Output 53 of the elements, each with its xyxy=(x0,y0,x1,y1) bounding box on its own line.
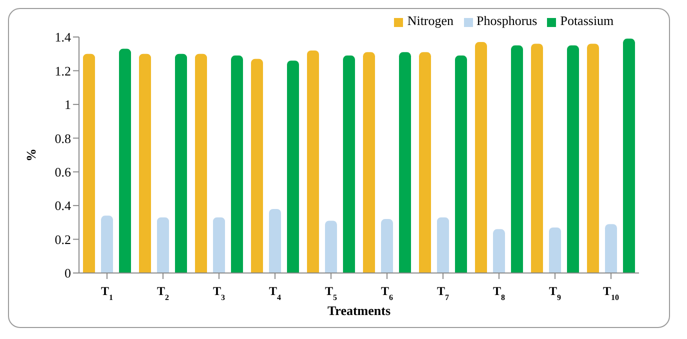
y-tick-label: 0.6 xyxy=(54,164,72,180)
y-axis-title: % xyxy=(24,148,39,162)
bar xyxy=(139,54,151,273)
y-tick-label: 0 xyxy=(64,266,71,281)
x-tick-label: T$_{6}$ xyxy=(380,284,394,302)
y-tick-label: 1.4 xyxy=(54,30,72,45)
bar xyxy=(157,217,169,273)
bar xyxy=(511,45,523,273)
bar xyxy=(567,45,579,273)
bar xyxy=(231,56,243,273)
bar xyxy=(195,54,207,273)
bar xyxy=(251,58,263,273)
y-tick-label: 1.2 xyxy=(54,63,71,78)
bar xyxy=(531,44,543,273)
legend-label: Phosphorus xyxy=(476,13,538,28)
x-tick-label: T$_{5}$ xyxy=(324,284,338,302)
bar xyxy=(101,216,113,273)
bar xyxy=(475,42,487,273)
bar xyxy=(287,60,299,273)
y-tick-label: 0.8 xyxy=(54,130,71,146)
bar xyxy=(455,56,467,273)
y-tick-label: 0.4 xyxy=(54,198,72,214)
bar xyxy=(119,48,131,273)
x-axis-title: Treatments xyxy=(327,303,391,318)
bar xyxy=(437,217,449,273)
bar xyxy=(587,44,599,273)
bar xyxy=(175,54,187,273)
bar xyxy=(623,38,635,273)
bar xyxy=(605,224,617,273)
y-tick-label: 0.2 xyxy=(54,232,71,247)
x-tick-label: T$_{10}$ xyxy=(602,284,620,302)
bar xyxy=(399,52,411,273)
bar xyxy=(381,219,393,273)
x-tick-label: T$_{8}$ xyxy=(492,284,506,302)
bar xyxy=(269,208,281,273)
bar xyxy=(493,229,505,273)
x-tick-label: T$_{7}$ xyxy=(436,284,450,302)
bar xyxy=(549,227,561,273)
y-tick-label: 1 xyxy=(64,97,71,112)
bar xyxy=(325,220,337,273)
x-tick-label: T$_{2}$ xyxy=(156,284,170,302)
legend-label: Nitrogen xyxy=(407,13,454,28)
x-tick-label: T$_{3}$ xyxy=(212,284,226,302)
bar xyxy=(343,56,355,273)
bar xyxy=(307,50,319,273)
bar xyxy=(419,52,431,273)
bar xyxy=(363,52,375,273)
x-tick-label: T$_{9}$ xyxy=(548,284,562,302)
bar xyxy=(213,217,225,273)
x-tick-label: T$_{4}$ xyxy=(268,284,282,302)
bar xyxy=(83,54,95,273)
x-tick-label: T$_{1}$ xyxy=(100,284,114,302)
legend-label: Potassium xyxy=(560,13,614,28)
